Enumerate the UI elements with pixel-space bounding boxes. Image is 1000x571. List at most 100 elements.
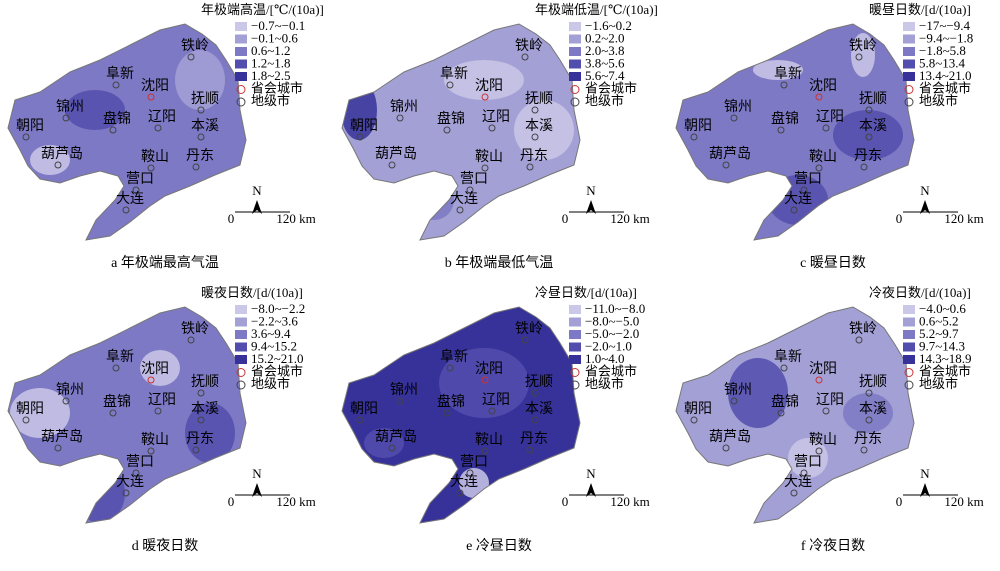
city-marker [822,407,830,415]
north-arrow [586,483,596,497]
city-label: 鞍山 [809,149,837,165]
legend-swatch [235,47,247,56]
city-label: 阜新 [440,65,468,82]
city-label: 抚顺 [525,91,553,107]
legend-label: −2.0~1.0 [585,338,632,353]
city-marker [112,364,120,372]
zone [444,60,524,100]
legend-swatch [569,22,581,31]
city-label: 鞍山 [475,149,503,165]
legend-label: −0.7~−0.1 [251,18,305,33]
province-outline [7,23,247,241]
city-marker [388,161,396,169]
legend-swatch [235,342,247,352]
zone [414,180,454,220]
legend-label: 省会城市 [251,363,303,378]
city-marker [466,186,474,194]
city-marker [865,106,873,114]
legend-swatch [569,47,581,56]
city-label: 大连 [784,191,812,207]
legend-swatch [569,34,581,44]
city-label: 阜新 [774,348,802,365]
legend-label: 1.0~4.0 [585,351,625,366]
city-label: 抚顺 [191,91,219,107]
province-fill [8,307,246,523]
legend-symbol [236,380,246,390]
city-label: 锦州 [390,98,418,115]
legend-label: 0.6~1.2 [251,43,291,58]
city-marker [443,409,451,417]
legend-swatch [903,305,915,314]
city-marker [822,124,830,132]
legend-symbol [904,85,914,94]
city-marker [521,336,529,344]
legend-label: −8.0~−2.2 [251,301,305,316]
city-marker [481,376,489,384]
city-marker [356,416,364,424]
scale-label: 120 km [276,494,315,509]
north-label: N [252,466,262,481]
city-label: 本溪 [859,118,887,134]
scale-label: 0 [228,211,235,226]
city-marker [456,489,464,497]
scale-label: 120 km [276,211,315,226]
legend-symbol [570,380,580,390]
city-label: 葫芦岛 [375,146,417,162]
north-arrow [920,200,930,214]
city-marker [777,126,785,134]
province-outline [341,23,581,241]
city-marker [109,409,117,417]
city-label: 葫芦岛 [709,429,751,445]
zone [65,90,125,130]
legend-symbol [236,97,246,107]
city-marker [815,376,823,384]
city-marker [112,81,120,89]
legend-swatch [235,355,247,364]
city-label: 辽阳 [816,109,844,125]
legend-label: 地级市 [251,93,290,108]
city-marker [815,93,823,101]
blobs [728,358,893,478]
city-label: 辽阳 [816,392,844,408]
city-label: 辽阳 [148,109,176,125]
legend-symbol [904,368,914,377]
city-marker [132,186,140,194]
legend-symbol [570,97,580,107]
city-label: 葫芦岛 [41,146,83,162]
scale-label: 0 [896,494,903,509]
city-label: 鞍山 [141,432,169,448]
city-marker [730,397,738,405]
north-arrow [252,483,262,497]
legend-swatch [903,72,915,81]
city-marker [521,53,529,61]
city-label: 丹东 [520,431,548,447]
legend-swatch [235,22,247,31]
legend-label: 5.8~13.4 [919,55,966,70]
legend-label: −8.0~−5.0 [585,313,639,328]
legend-label: 5.2~9.7 [919,326,959,341]
legend-title: 年极端高温/[℃/(10a)] [201,2,324,17]
legend-label: 0.6~5.2 [919,313,959,328]
city-label: 阜新 [440,348,468,365]
city-marker [154,407,162,415]
city-label: 锦州 [390,381,418,398]
city-marker [147,164,155,172]
legend-swatch [903,330,915,339]
legend-swatch [569,72,581,81]
city-label: 葫芦岛 [41,429,83,445]
city-marker [531,416,539,424]
city-marker [356,133,364,141]
panel-caption: e 冷昼日数 [466,538,532,554]
zone [514,100,574,160]
panel-caption: f 冷夜日数 [801,538,865,554]
city-marker [481,164,489,172]
scale-label: 0 [896,211,903,226]
city-marker [197,389,205,397]
scale-label: 120 km [944,211,983,226]
scale-label: 120 km [610,494,649,509]
legend-swatch [569,355,581,364]
city-marker [690,133,698,141]
legend-swatch [569,305,581,314]
city-label: 沈阳 [141,361,169,377]
